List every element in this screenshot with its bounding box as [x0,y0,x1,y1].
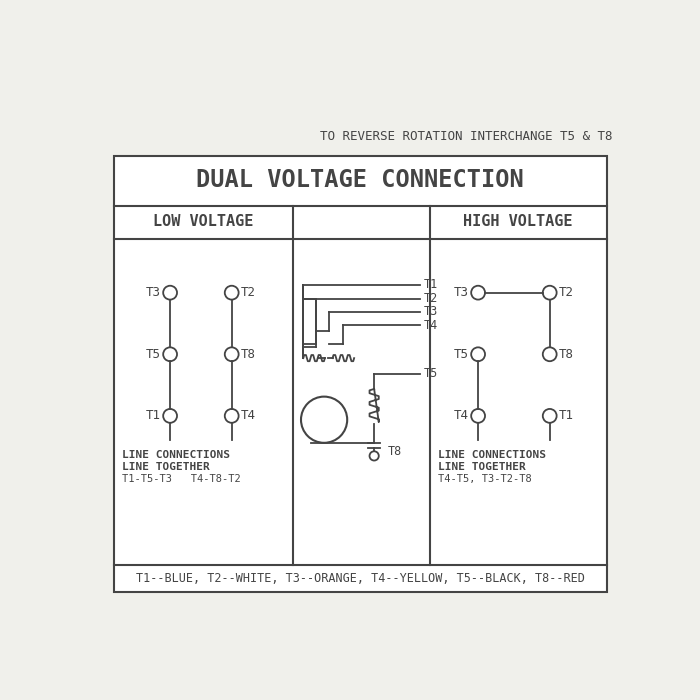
Text: DUAL VOLTAGE CONNECTION: DUAL VOLTAGE CONNECTION [197,168,524,193]
Text: T5: T5 [146,348,161,360]
Text: LINE CONNECTIONS: LINE CONNECTIONS [122,450,230,460]
Text: T4: T4 [241,410,256,422]
Text: T2: T2 [241,286,256,299]
Text: T1: T1 [559,410,574,422]
Text: LOW VOLTAGE: LOW VOLTAGE [153,214,253,230]
Text: T1: T1 [424,279,438,291]
Text: T4: T4 [424,318,438,332]
Text: T8: T8 [559,348,574,360]
Text: T2: T2 [424,293,438,305]
Text: T1--BLUE, T2--WHITE, T3--ORANGE, T4--YELLOW, T5--BLACK, T8--RED: T1--BLUE, T2--WHITE, T3--ORANGE, T4--YEL… [136,572,584,584]
Text: T5: T5 [424,367,438,380]
Text: TO REVERSE ROTATION INTERCHANGE T5 & T8: TO REVERSE ROTATION INTERCHANGE T5 & T8 [321,130,612,143]
Text: T2: T2 [559,286,574,299]
Text: T8: T8 [388,444,402,458]
Text: T5: T5 [454,348,469,360]
Text: T3: T3 [146,286,161,299]
Text: T1: T1 [146,410,161,422]
Bar [114,155,607,592]
Text: HIGH VOLTAGE: HIGH VOLTAGE [463,214,573,230]
Text: T3: T3 [424,305,438,318]
Text: T4: T4 [454,410,469,422]
Text: T3: T3 [454,286,469,299]
Text: T8: T8 [241,348,256,360]
Text: T1-T5-T3   T4-T8-T2: T1-T5-T3 T4-T8-T2 [122,475,240,484]
Text: LINE CONNECTIONS: LINE CONNECTIONS [438,450,546,460]
Text: LINE TOGETHER: LINE TOGETHER [438,462,526,472]
Text: T4-T5, T3-T2-T8: T4-T5, T3-T2-T8 [438,475,532,484]
Text: LINE TOGETHER: LINE TOGETHER [122,462,209,472]
